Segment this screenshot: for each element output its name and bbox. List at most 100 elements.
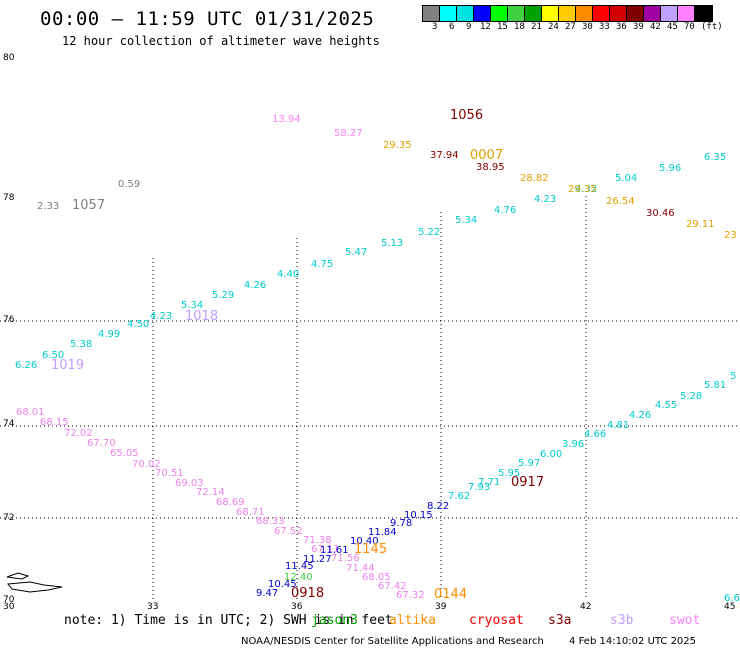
colorbar-swatch <box>423 6 440 21</box>
colorbar-swatch <box>508 6 525 21</box>
swh-value-label: 67.42 <box>378 581 407 592</box>
legend: note: 1) Time is in UTC; 2) SWH is in fe… <box>64 613 393 628</box>
colorbar-swatch <box>542 6 559 21</box>
swh-value-label: 0.59 <box>118 179 140 190</box>
swh-value-label: 4.23 <box>150 311 172 322</box>
swh-value-label: 29.35 <box>383 140 412 151</box>
colorbar-tick-label: 12 <box>480 22 491 32</box>
swh-value-label: 11.45 <box>285 561 314 572</box>
swh-value-label: 28.82 <box>520 173 549 184</box>
colorbar-swatch <box>593 6 610 21</box>
swh-value-label: 65.05 <box>110 448 139 459</box>
satellite-track: 0918 <box>291 586 324 601</box>
lat-axis-label: 80 <box>3 53 15 63</box>
lat-axis-label: 72 <box>3 513 14 523</box>
legend-item-altika: altika <box>389 613 436 628</box>
colorbar-swatch <box>610 6 627 21</box>
pass-time-label: 1056 <box>450 108 483 123</box>
swh-value-label: 4.99 <box>98 329 120 340</box>
lon-axis-label: 45 <box>724 602 735 612</box>
colorbar-swatch <box>559 6 576 21</box>
legend-item-s3a: s3a <box>548 613 572 628</box>
swh-value-label: 5.81 <box>704 380 726 391</box>
swh-value-label: 67.52 <box>274 526 303 537</box>
swh-value-label: 71.56 <box>331 553 360 564</box>
colorbar-tick-label: 45 <box>667 22 678 32</box>
lat-axis-label: 74 <box>3 419 15 429</box>
pass-time-label: 0918 <box>291 586 324 601</box>
swh-value-label: 5.34 <box>455 215 477 226</box>
colorbar-tick-label: 36 <box>616 22 627 32</box>
swh-value-label: 67.11 <box>311 544 340 555</box>
swh-value-label: 8.22 <box>427 501 449 512</box>
swh-value-label: 72.02 <box>64 428 93 439</box>
swh-value-label: 4.55 <box>655 400 677 411</box>
satellite-track: 68.0168.1572.0267.7065.0570.0270.5169.03… <box>16 407 425 601</box>
swh-value-label: 3.96 <box>562 439 584 450</box>
swh-value-label: 38.95 <box>476 162 505 173</box>
swh-value-label: 5.04 <box>615 173 637 184</box>
colorbar-swatch <box>644 6 661 21</box>
swh-value-label: 68.33 <box>256 516 285 527</box>
swh-value-label: 9.47 <box>256 588 278 599</box>
colorbar-tick-label: 15 <box>497 22 508 32</box>
swh-value-label: 5.22 <box>418 227 440 238</box>
colorbar-swatch <box>440 6 457 21</box>
swh-value-label: 11.84 <box>368 527 397 538</box>
legend-note: note: 1) Time is in UTC; 2) SWH is in fe… <box>64 613 393 628</box>
pass-time-label: 1018 <box>185 309 218 324</box>
swh-value-label: 26.54 <box>606 196 635 207</box>
satellite-track: 1019 <box>51 358 84 373</box>
swh-value-label: 5.13 <box>381 238 403 249</box>
colorbar-tick-label: 24 <box>548 22 559 32</box>
swh-value-label: 9.78 <box>390 518 412 529</box>
swh-value-label: 10.40 <box>350 536 379 547</box>
lon-axis-label: 36 <box>291 602 303 612</box>
swh-value-label: 2.33 <box>37 201 59 212</box>
swh-value-label: 68.05 <box>362 572 391 583</box>
legend-item-jason3: jason3 <box>311 613 358 628</box>
swh-value-label: 10.15 <box>404 510 433 521</box>
swh-value-label: 4.26 <box>244 280 266 291</box>
colorbar-tick-label: (ft) <box>701 22 723 32</box>
swh-value-label: 4.40 <box>277 269 299 280</box>
colorbar-tick-label: 9 <box>466 22 472 32</box>
footer: NOAA/NESDIS Center for Satellite Applica… <box>241 636 696 647</box>
swh-value-label: 70.02 <box>132 459 161 470</box>
swh-value-label: 70.51 <box>155 468 184 479</box>
swh-value-label: 11.61 <box>320 545 349 556</box>
swh-value-label: 58.27 <box>334 128 363 139</box>
satellite-track: 7.627.937.715.955.976.003.964.664.814.26… <box>448 371 740 604</box>
swh-value-label: 4.26 <box>629 410 651 421</box>
swh-value-label: 72.14 <box>196 487 225 498</box>
satellite-track: 12.40 <box>284 572 313 583</box>
lat-axis-label: 76 <box>3 315 15 325</box>
swh-value-label: 29.11 <box>686 219 715 230</box>
swh-value-label: 10.45 <box>268 579 297 590</box>
pass-time-label: 1057 <box>72 198 105 213</box>
colorbar-swatch <box>661 6 678 21</box>
lat-axis-label: 70 <box>3 595 15 605</box>
swh-value-label: 5.96 <box>659 163 681 174</box>
colorbar-tick-label: 33 <box>599 22 610 32</box>
colorbar-tick-label: 6 <box>449 22 455 32</box>
swh-value-label: 68.01 <box>16 407 45 418</box>
swh-labels: 2.330.5910576.266.505.384.994.504.235.34… <box>15 108 740 604</box>
swh-value-label: 5.34 <box>181 300 203 311</box>
map-title: 00:00 – 11:59 UTC 01/31/2025 <box>40 8 375 30</box>
colorbar-swatch <box>457 6 474 21</box>
lat-axis-label: 78 <box>3 193 15 203</box>
swh-value-label: 12.40 <box>284 572 313 583</box>
pass-time-label: 1145 <box>354 542 387 557</box>
swh-value-label: 68.15 <box>40 417 69 428</box>
satellite-track: 0144 <box>434 587 467 602</box>
swh-value-label: 4.81 <box>607 420 629 431</box>
map-subtitle: 12 hour collection of altimeter wave hei… <box>62 34 380 48</box>
satellite-track: 29.35 28.82 29.35 26.54 29.11 23 0007 <box>383 140 737 241</box>
pass-time-label: 1019 <box>51 358 84 373</box>
satellite-track: 6.266.505.384.994.504.235.345.294.264.40… <box>15 152 726 371</box>
colorbar-swatch <box>474 6 491 21</box>
